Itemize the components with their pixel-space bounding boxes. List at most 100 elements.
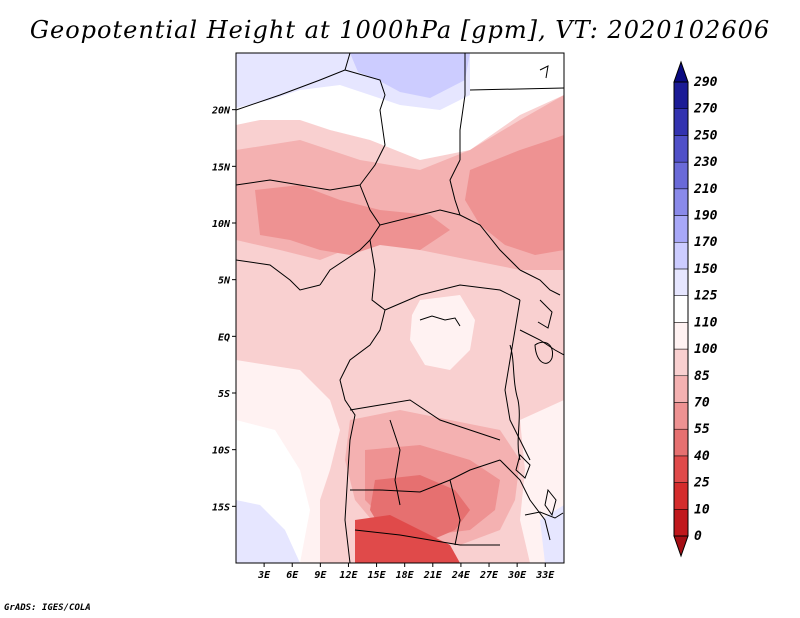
- colorbar-label: 230: [693, 155, 718, 170]
- colorbar-label: 0: [694, 529, 702, 544]
- colorbar-bin: [673, 81, 689, 109]
- country-borders: [236, 53, 564, 563]
- colorbar-bin: [673, 428, 689, 457]
- lake-malawi: [544, 488, 557, 517]
- y-tick-label: 10N: [212, 219, 231, 230]
- colorbar-label: 290: [693, 75, 718, 90]
- colorbar-bin: [673, 161, 689, 190]
- colorbar-bin: [673, 509, 689, 537]
- colorbar-label: 250: [693, 128, 718, 143]
- colorbar-label: 100: [694, 342, 718, 357]
- colorbar-triangle-low: [673, 535, 689, 558]
- coast-west-central: [339, 309, 386, 563]
- lake-victoria: [534, 341, 554, 364]
- x-tick-label: 21E: [423, 570, 443, 581]
- border-botswana: [449, 479, 461, 546]
- colorbar-label: 55: [694, 422, 710, 437]
- y-tick-label: 10S: [212, 446, 230, 457]
- border-sahel-west: [236, 179, 361, 191]
- colorbar-bin: [673, 348, 689, 377]
- border-south: [354, 529, 500, 546]
- field-congo-center: [410, 295, 475, 370]
- border-libya-egypt: [459, 53, 466, 160]
- grads-credit: GrADS: IGES/COLA: [4, 603, 91, 613]
- colorbar-bin: [673, 322, 689, 350]
- x-axis: 3E 6E 9E 12E 15E 18E 21E 24E 27E 30E 33E: [257, 563, 555, 581]
- border-algeria: [236, 53, 351, 111]
- colorbar-bin: [673, 188, 689, 216]
- y-tick-label: 20N: [211, 106, 231, 117]
- border-zimbabwe: [499, 459, 551, 541]
- colorbar-label: 190: [694, 209, 718, 224]
- colorbar-bin: [673, 402, 689, 430]
- field-libya-blue: [350, 53, 470, 98]
- coast-nigeria: [319, 239, 371, 286]
- colorbar-bin: [673, 482, 689, 510]
- lake-mweru: [515, 454, 531, 479]
- colorbar-label: 10: [694, 502, 710, 517]
- x-tick-label: 9E: [314, 570, 327, 581]
- colorbar-bin: [673, 215, 689, 243]
- field-southern-coast: [355, 515, 460, 563]
- geopotential-field: [236, 53, 564, 563]
- field-sudan-east: [465, 135, 564, 255]
- congo-river: [419, 315, 461, 327]
- border-uganda-kenya: [519, 329, 564, 356]
- y-axis: 20N 15N 10N 5N EQ 5S 10S 15S: [211, 106, 236, 513]
- x-tick-label: 3E: [257, 570, 271, 581]
- lake-albert: [537, 299, 553, 329]
- x-tick-label: 18E: [396, 570, 415, 581]
- colorbar-label: 150: [694, 262, 718, 277]
- colorbar-triangle-high: [673, 60, 689, 83]
- colorbar-frame: [673, 81, 689, 537]
- colorbar-bin: [673, 241, 689, 270]
- x-tick-label: 15E: [368, 570, 387, 581]
- colorbar-bin: [673, 268, 689, 296]
- map-frame: [235, 52, 565, 564]
- y-tick-label: 5S: [218, 389, 230, 400]
- colorbar-label: 125: [694, 289, 718, 304]
- border-libya-niger: [344, 69, 386, 186]
- zambezi: [524, 511, 564, 519]
- colorbar-bin: [673, 455, 689, 483]
- x-tick-label: 27E: [479, 570, 499, 581]
- border-drc-angola: [349, 399, 501, 441]
- colorbar-label: 40: [694, 449, 710, 464]
- colorbar-bin: [673, 295, 689, 323]
- border-car-drc: [384, 284, 521, 311]
- field-egypt-white: [480, 53, 564, 110]
- y-tick-label: EQ: [218, 332, 230, 343]
- border-egypt-sudan: [469, 87, 564, 91]
- field-nigeria-chad: [255, 185, 450, 255]
- border-angola-namibia: [350, 459, 501, 493]
- lake-tanganyika: [509, 344, 521, 461]
- x-tick-label: 33E: [535, 570, 555, 581]
- x-tick-label: 30E: [507, 570, 527, 581]
- colorbar-bin: [673, 108, 689, 136]
- border-angola-zambia: [389, 419, 401, 506]
- field-south-atlantic-blue: [236, 500, 300, 563]
- colorbar-label: 25: [693, 476, 710, 491]
- colorbar-bin: [673, 135, 689, 163]
- x-tick-label: 12E: [339, 570, 358, 581]
- colorbar-label: 110: [694, 315, 718, 330]
- x-tick-label: 6E: [286, 570, 299, 581]
- colorbar-label: 85: [694, 369, 710, 384]
- colorbar-label: 70: [694, 395, 710, 410]
- x-tick-label: 24E: [451, 570, 471, 581]
- y-tick-label: 15N: [212, 162, 231, 173]
- border-sudan-ethiopia: [519, 269, 561, 296]
- y-tick-label: 15S: [212, 502, 230, 513]
- field-mozambique-blue: [540, 505, 564, 563]
- nile-delta: [539, 65, 549, 79]
- colorbar-label: 170: [694, 235, 718, 250]
- y-tick-label: 5N: [218, 276, 231, 287]
- border-chad-sudan: [449, 159, 461, 216]
- colorbar: 0 10 25 40 55 70 85 100 110 125 150 170 190 210 230 250…: [673, 60, 718, 558]
- colorbar-label: 210: [693, 182, 718, 197]
- colorbar-label: 270: [693, 102, 718, 117]
- border-drc-east: [504, 299, 531, 461]
- colorbar-bin: [673, 375, 689, 403]
- coast-guinea: [236, 259, 321, 291]
